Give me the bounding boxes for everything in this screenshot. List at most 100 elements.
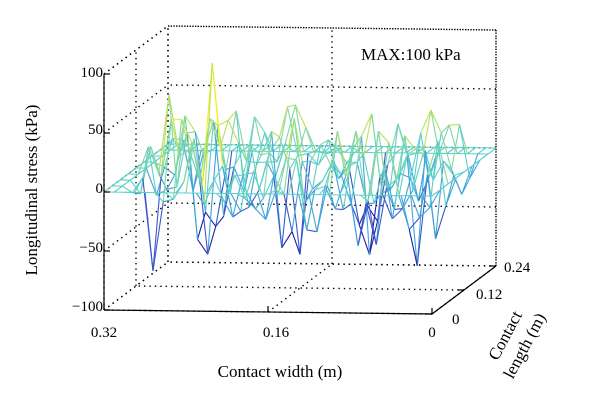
mesh-line bbox=[429, 189, 441, 208]
mesh-line bbox=[406, 155, 418, 266]
mesh-line bbox=[437, 140, 449, 185]
mesh-line bbox=[426, 146, 435, 154]
mesh-line bbox=[113, 185, 123, 193]
mesh-line bbox=[332, 160, 344, 210]
mesh-line bbox=[408, 152, 417, 157]
mesh-line bbox=[250, 145, 262, 156]
z-tick-label: 100 bbox=[81, 65, 104, 81]
grid-line bbox=[167, 261, 497, 267]
mesh-line bbox=[203, 179, 216, 205]
mesh-line bbox=[277, 157, 287, 195]
mesh-line bbox=[168, 94, 178, 187]
mesh-line bbox=[316, 185, 328, 232]
mesh-line bbox=[408, 229, 418, 266]
mesh-line bbox=[377, 131, 388, 188]
mesh-line bbox=[298, 194, 308, 231]
mesh-line bbox=[281, 169, 291, 248]
mesh-line bbox=[398, 155, 408, 196]
mesh-line bbox=[378, 130, 390, 143]
mesh-line bbox=[375, 187, 388, 245]
mesh-line bbox=[404, 135, 414, 191]
mesh-line bbox=[355, 130, 367, 204]
mesh-line bbox=[368, 220, 379, 255]
mesh-line bbox=[432, 160, 444, 181]
mesh-line bbox=[422, 110, 432, 155]
mesh-line bbox=[369, 131, 380, 196]
mesh-line bbox=[286, 157, 297, 161]
mesh-line bbox=[404, 135, 416, 150]
mesh-line bbox=[317, 139, 330, 166]
mesh-line bbox=[421, 195, 431, 208]
mesh-line bbox=[342, 203, 352, 211]
mesh-line bbox=[445, 177, 457, 207]
mesh-line bbox=[438, 124, 450, 154]
mesh-line bbox=[326, 131, 339, 186]
mesh-line bbox=[364, 146, 374, 153]
grid-line bbox=[167, 25, 497, 31]
grid-line bbox=[103, 25, 169, 75]
mesh-line bbox=[264, 132, 274, 152]
mesh-line bbox=[391, 208, 403, 220]
mesh-line bbox=[469, 153, 479, 179]
mesh-line bbox=[430, 110, 440, 154]
mesh-line bbox=[245, 116, 256, 162]
mesh-line bbox=[314, 185, 326, 191]
mesh-line bbox=[431, 189, 441, 197]
mesh-line bbox=[306, 189, 316, 231]
mesh-line bbox=[207, 226, 217, 255]
mesh-line bbox=[293, 118, 306, 203]
mesh-line bbox=[145, 161, 155, 169]
mesh-line bbox=[244, 172, 254, 199]
mesh-line bbox=[121, 185, 133, 194]
mesh-line bbox=[213, 179, 226, 203]
mesh-line bbox=[212, 120, 225, 217]
mesh-line bbox=[242, 145, 252, 176]
mesh-line bbox=[255, 208, 267, 220]
mesh-line bbox=[255, 197, 264, 210]
mesh-line bbox=[432, 132, 442, 181]
mesh-line bbox=[180, 119, 191, 151]
mesh-line bbox=[359, 194, 369, 202]
mesh-line bbox=[240, 146, 252, 212]
mesh-line bbox=[236, 193, 246, 200]
mesh-line bbox=[211, 63, 224, 167]
mesh-line bbox=[237, 142, 248, 162]
y-tick-label: 0 bbox=[452, 312, 460, 328]
mesh-line bbox=[360, 113, 373, 137]
mesh-line bbox=[308, 194, 318, 232]
mesh-line bbox=[373, 165, 385, 204]
mesh-line bbox=[385, 187, 396, 210]
mesh-line bbox=[252, 154, 262, 173]
mesh-line bbox=[450, 124, 461, 170]
mesh-line bbox=[439, 183, 449, 191]
mesh-line bbox=[273, 175, 285, 195]
z-tick-label: 50 bbox=[88, 122, 103, 138]
mesh-line bbox=[226, 175, 236, 194]
mesh-line bbox=[230, 192, 242, 212]
mesh-line bbox=[284, 104, 297, 144]
z-tick-label: −100 bbox=[72, 299, 103, 315]
mesh-line bbox=[256, 132, 266, 163]
mesh-line bbox=[419, 207, 431, 219]
mesh-line bbox=[193, 138, 205, 205]
mesh-line bbox=[396, 135, 406, 180]
mesh-line bbox=[261, 152, 270, 156]
mesh-line bbox=[448, 124, 458, 154]
mesh-line bbox=[185, 138, 195, 194]
grid-line bbox=[103, 84, 169, 134]
mesh-line bbox=[416, 174, 429, 266]
mesh-line bbox=[266, 161, 276, 179]
mesh-line bbox=[207, 125, 219, 255]
mesh-line bbox=[287, 104, 296, 108]
grid-line bbox=[135, 285, 465, 291]
mesh-line bbox=[379, 176, 391, 191]
mesh-line bbox=[406, 148, 416, 156]
mesh-line bbox=[301, 161, 314, 190]
mesh-line bbox=[203, 63, 213, 205]
mesh-line bbox=[257, 193, 267, 220]
mesh-line bbox=[389, 123, 399, 191]
mesh-line bbox=[420, 109, 432, 134]
mesh-line bbox=[184, 115, 196, 133]
grid-line bbox=[167, 84, 497, 90]
